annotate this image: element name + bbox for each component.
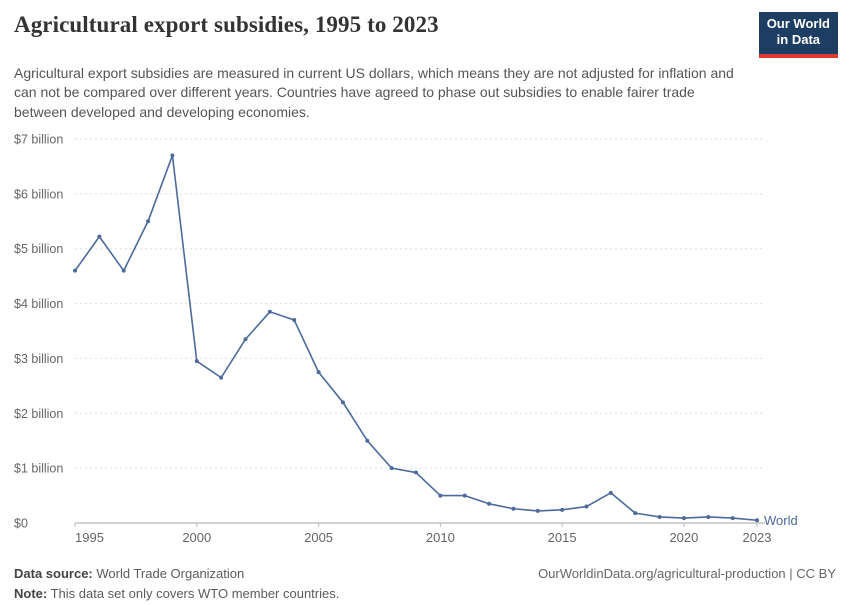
y-axis-label: $6 billion xyxy=(14,188,63,202)
data-point[interactable] xyxy=(657,515,662,520)
data-point[interactable] xyxy=(219,375,224,380)
series-label[interactable]: World xyxy=(764,513,798,528)
data-source: Data source: World Trade Organization xyxy=(14,564,244,584)
data-point[interactable] xyxy=(414,470,418,475)
data-source-text: World Trade Organization xyxy=(92,566,245,582)
x-axis-label: 2015 xyxy=(548,530,577,545)
y-axis-label: $5 billion xyxy=(14,242,63,256)
owid-logo-line2: in Data xyxy=(776,32,821,48)
data-point[interactable] xyxy=(706,515,711,520)
data-source-label: Data source: xyxy=(14,566,93,582)
data-point[interactable] xyxy=(681,516,686,521)
x-axis-label: 2005 xyxy=(304,530,333,545)
chart-subtitle: Agricultural export subsidies are measur… xyxy=(14,64,734,120)
data-point[interactable] xyxy=(438,493,443,498)
y-axis-label: $0 xyxy=(14,517,28,531)
data-point[interactable] xyxy=(243,337,248,342)
data-point[interactable] xyxy=(584,504,589,509)
owid-logo[interactable]: Our World in Data xyxy=(758,12,838,58)
data-point[interactable] xyxy=(487,502,492,507)
chart-canvas[interactable]: $0 $1 billion $2 billion $3 billion $4 billi… xyxy=(0,124,850,562)
data-point[interactable] xyxy=(73,268,77,273)
data-point[interactable] xyxy=(633,511,638,516)
data-point[interactable] xyxy=(267,310,272,315)
note-label: Note: xyxy=(14,586,48,602)
page-title: Agricultural export subsidies, 1995 to 2… xyxy=(14,12,439,37)
note-text: This data set only covers WTO member cou… xyxy=(47,586,340,602)
line-chart[interactable]: $0 $1 billion $2 billion $3 billion $4 billi… xyxy=(0,124,850,562)
data-point[interactable] xyxy=(535,509,540,514)
data-point[interactable] xyxy=(560,508,565,513)
world-series-line[interactable] xyxy=(74,154,758,522)
data-point[interactable] xyxy=(121,268,126,273)
y-axis-label: $2 billion xyxy=(14,407,63,421)
y-axis-label: $4 billion xyxy=(14,297,63,311)
data-point[interactable] xyxy=(365,438,370,443)
x-axis-label: 2010 xyxy=(426,530,455,545)
data-point[interactable] xyxy=(316,370,321,375)
data-point[interactable] xyxy=(292,318,297,323)
chart-header: Agricultural export subsidies, 1995 to 2… xyxy=(0,0,850,58)
data-point[interactable] xyxy=(194,359,199,364)
owid-citation-link[interactable]: OurWorldinData.org/agricultural-producti… xyxy=(538,566,836,582)
data-point[interactable] xyxy=(730,516,735,521)
x-axis-label: 2023 xyxy=(743,530,772,545)
y-axis-label: $3 billion xyxy=(14,352,63,366)
data-point[interactable] xyxy=(97,234,102,239)
data-point[interactable] xyxy=(146,219,151,224)
data-point[interactable] xyxy=(462,493,467,498)
x-axis-label: 1995 xyxy=(75,530,104,545)
data-point[interactable] xyxy=(389,466,394,471)
chart-note: Note: This data set only covers WTO memb… xyxy=(14,584,836,604)
y-axis-label: $7 billion xyxy=(14,133,63,147)
owid-logo-line1: Our World xyxy=(766,16,830,31)
chart-footer: Data source: World Trade Organization Ou… xyxy=(0,562,850,604)
x-axis-label: 2020 xyxy=(669,530,698,545)
data-point[interactable] xyxy=(755,518,759,523)
y-axis-label: $1 billion xyxy=(14,462,63,476)
data-point[interactable] xyxy=(340,400,345,405)
x-axis-label: 2000 xyxy=(182,530,211,545)
data-point[interactable] xyxy=(608,491,613,496)
data-point[interactable] xyxy=(170,153,175,158)
data-point[interactable] xyxy=(511,507,516,512)
